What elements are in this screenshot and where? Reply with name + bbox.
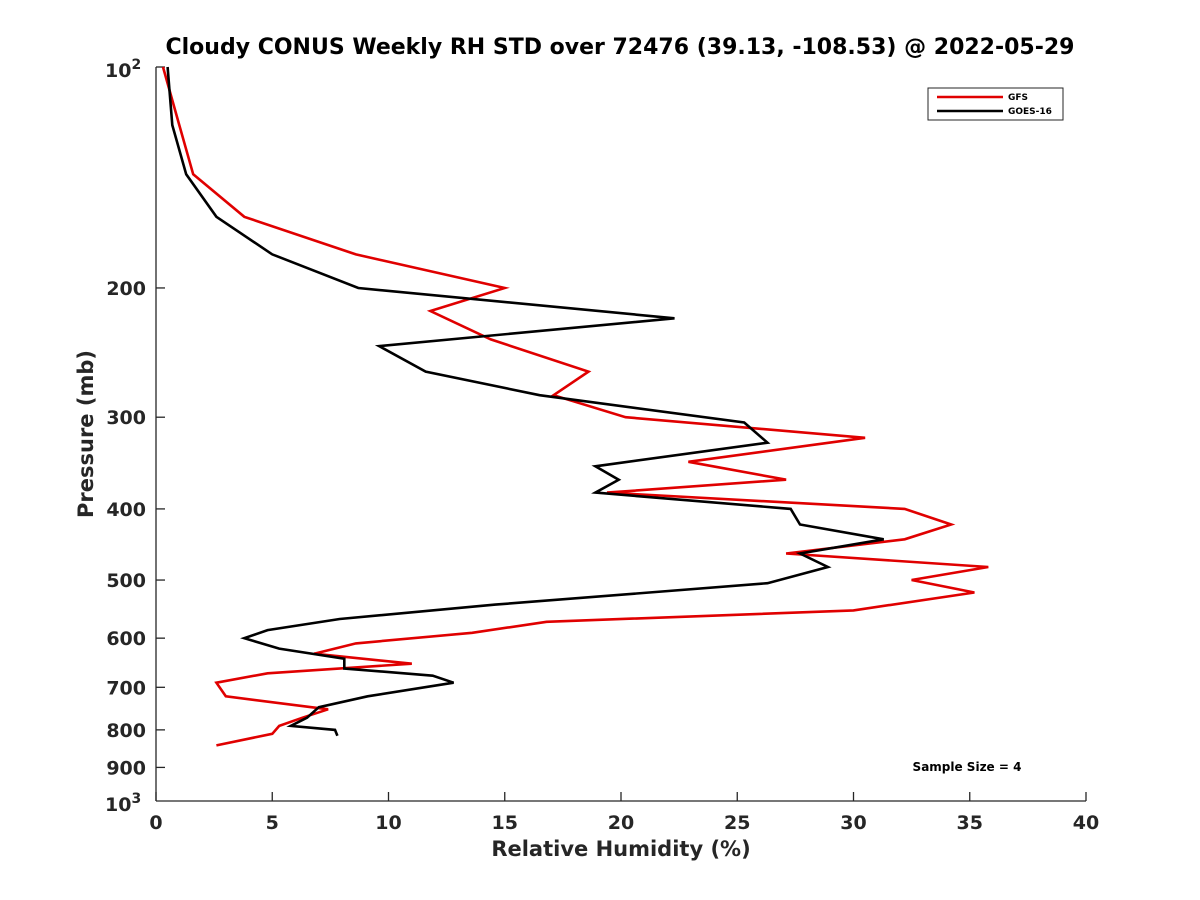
x-tick-label: 30 [840, 812, 866, 834]
x-tick-label: 10 [375, 812, 401, 834]
x-tick-label: 20 [608, 812, 634, 834]
series-line-gfs [161, 66, 989, 747]
x-tick-label: 15 [492, 812, 518, 834]
legend-label-goes16: GOES-16 [1008, 107, 1052, 117]
x-tick-label: 35 [957, 812, 983, 834]
y-tick-label: 500 [106, 570, 146, 592]
legend-label-gfs: GFS [1008, 93, 1028, 103]
y-tick-label: 400 [106, 499, 146, 521]
y-tick-label: 900 [106, 757, 146, 779]
y-tick-label: 300 [106, 407, 146, 429]
y-tick-label-top: 102 [105, 57, 141, 82]
series-line-goes16 [166, 66, 884, 737]
x-tick-label: 5 [266, 812, 279, 834]
x-axis-label: Relative Humidity (%) [491, 837, 750, 861]
x-tick-label: 25 [724, 812, 750, 834]
y-tick-label: 200 [106, 278, 146, 300]
x-axis-ticks: 0 5 10 15 20 25 30 35 40 [149, 792, 1099, 834]
x-tick-label: 40 [1073, 812, 1099, 834]
legend-box [927, 87, 1064, 121]
chart-title: Cloudy CONUS Weekly RH STD over 72476 (3… [166, 35, 1075, 60]
sample-size-annotation: Sample Size = 4 [913, 760, 1022, 774]
y-tick-label-bottom: 103 [105, 791, 141, 816]
y-tick-label: 800 [106, 720, 146, 742]
y-axis-ticks: 200 300 400 500 600 700 800 900 102 103 [105, 57, 165, 816]
plot-area: 0 5 10 15 20 25 30 35 40 200 300 400 500 600 700 800 90… [105, 57, 1099, 834]
y-axis-label: Pressure (mb) [74, 350, 98, 518]
series-layer [161, 66, 989, 747]
x-tick-label: 0 [149, 812, 162, 834]
legend: GFS GOES-16 [927, 87, 1064, 121]
y-tick-label: 700 [106, 677, 146, 699]
y-tick-label: 600 [106, 628, 146, 650]
